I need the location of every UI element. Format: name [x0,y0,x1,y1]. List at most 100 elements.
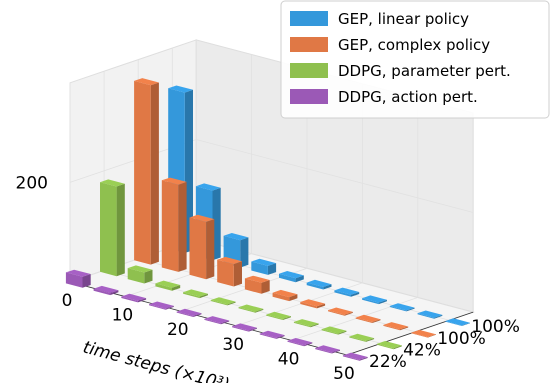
bar-top [445,318,470,326]
bar [411,332,428,338]
bar-side [276,335,285,339]
bar [279,273,296,283]
x-tick-label: 10 [112,306,134,326]
bar [417,313,435,319]
bar [210,300,228,306]
bar [355,317,373,323]
bar-top [100,179,125,187]
bar [155,283,172,291]
bar-top [287,338,313,346]
bar [306,282,324,290]
bar-side [338,330,347,335]
bar-top [149,301,174,309]
bar-top [293,319,319,327]
bar-side [248,327,257,332]
bar-side [267,263,277,275]
bar [251,261,268,275]
legend-swatch [290,63,328,78]
bar-side [323,284,332,290]
x-tick-label: 40 [278,349,300,369]
bar [445,321,462,326]
bar-top [217,256,242,265]
bar-top [334,287,360,295]
legend-label: GEP, linear policy [338,10,469,28]
x-tick-label: 20 [167,320,189,340]
bar-top [321,326,347,334]
bar-top [134,78,159,86]
legend-box [280,0,550,119]
bar [293,321,311,328]
bar-top [93,285,119,294]
bar-top [362,295,387,303]
bar-side [344,311,353,316]
bar-side [116,183,125,277]
bar-top [383,322,409,330]
bar-side [221,320,230,325]
bar-top [272,289,298,298]
bar-side [172,285,181,291]
bar-side [304,342,313,347]
bar [65,272,83,288]
bar-top [377,341,402,349]
legend-label: DDPG, action pert. [338,88,478,106]
bar-top [411,329,436,338]
bar-side [282,316,291,320]
bar-top [183,289,208,297]
bar-side [206,219,215,280]
bar [287,340,305,347]
bar-top [127,265,153,273]
bar-side [144,269,153,284]
bar [328,310,345,316]
bar-side [434,314,443,319]
bar-top [279,271,304,279]
bar-top [259,330,285,338]
bar-side [82,274,91,288]
bar-side [240,237,249,268]
bar-top [223,233,249,241]
legend-label: DDPG, parameter pert. [338,62,511,80]
bar-side [255,308,264,313]
bar-side [150,82,159,265]
bar [389,306,407,312]
x-tick-label: 30 [222,335,244,355]
bar-side [331,349,340,354]
bar [189,217,207,280]
legend-swatch [290,89,328,104]
bar [377,343,394,350]
bar-side [193,313,202,317]
bar-top [168,85,193,93]
bar [383,324,400,331]
bar-top [195,183,221,191]
bar-side [400,326,409,331]
bar-top [244,275,270,283]
bar [238,307,256,313]
bar [272,292,290,302]
bar-side [289,294,298,302]
bar-side [199,293,208,299]
x-tick-label: 50 [333,364,355,383]
bar-side [184,89,193,253]
bar [232,326,249,332]
bar [134,80,151,265]
bar-side [351,292,360,297]
bar [349,336,366,342]
y-tick-label: 100% [471,317,520,337]
bar-top [65,269,91,277]
bar-top [251,258,277,266]
bar-top [355,314,381,322]
bar-side [137,298,147,303]
bar-top [342,352,368,360]
bar-top [176,308,202,316]
bar-side [178,181,187,272]
z-tick-label: 200 [16,173,48,193]
bar-top [417,310,443,318]
z-gridline [69,139,474,213]
x-gridline [236,83,363,327]
bar-side [261,280,270,294]
bar-side [461,322,470,326]
bar [321,329,339,335]
x-gridline [291,98,419,341]
bar-side [212,187,221,261]
